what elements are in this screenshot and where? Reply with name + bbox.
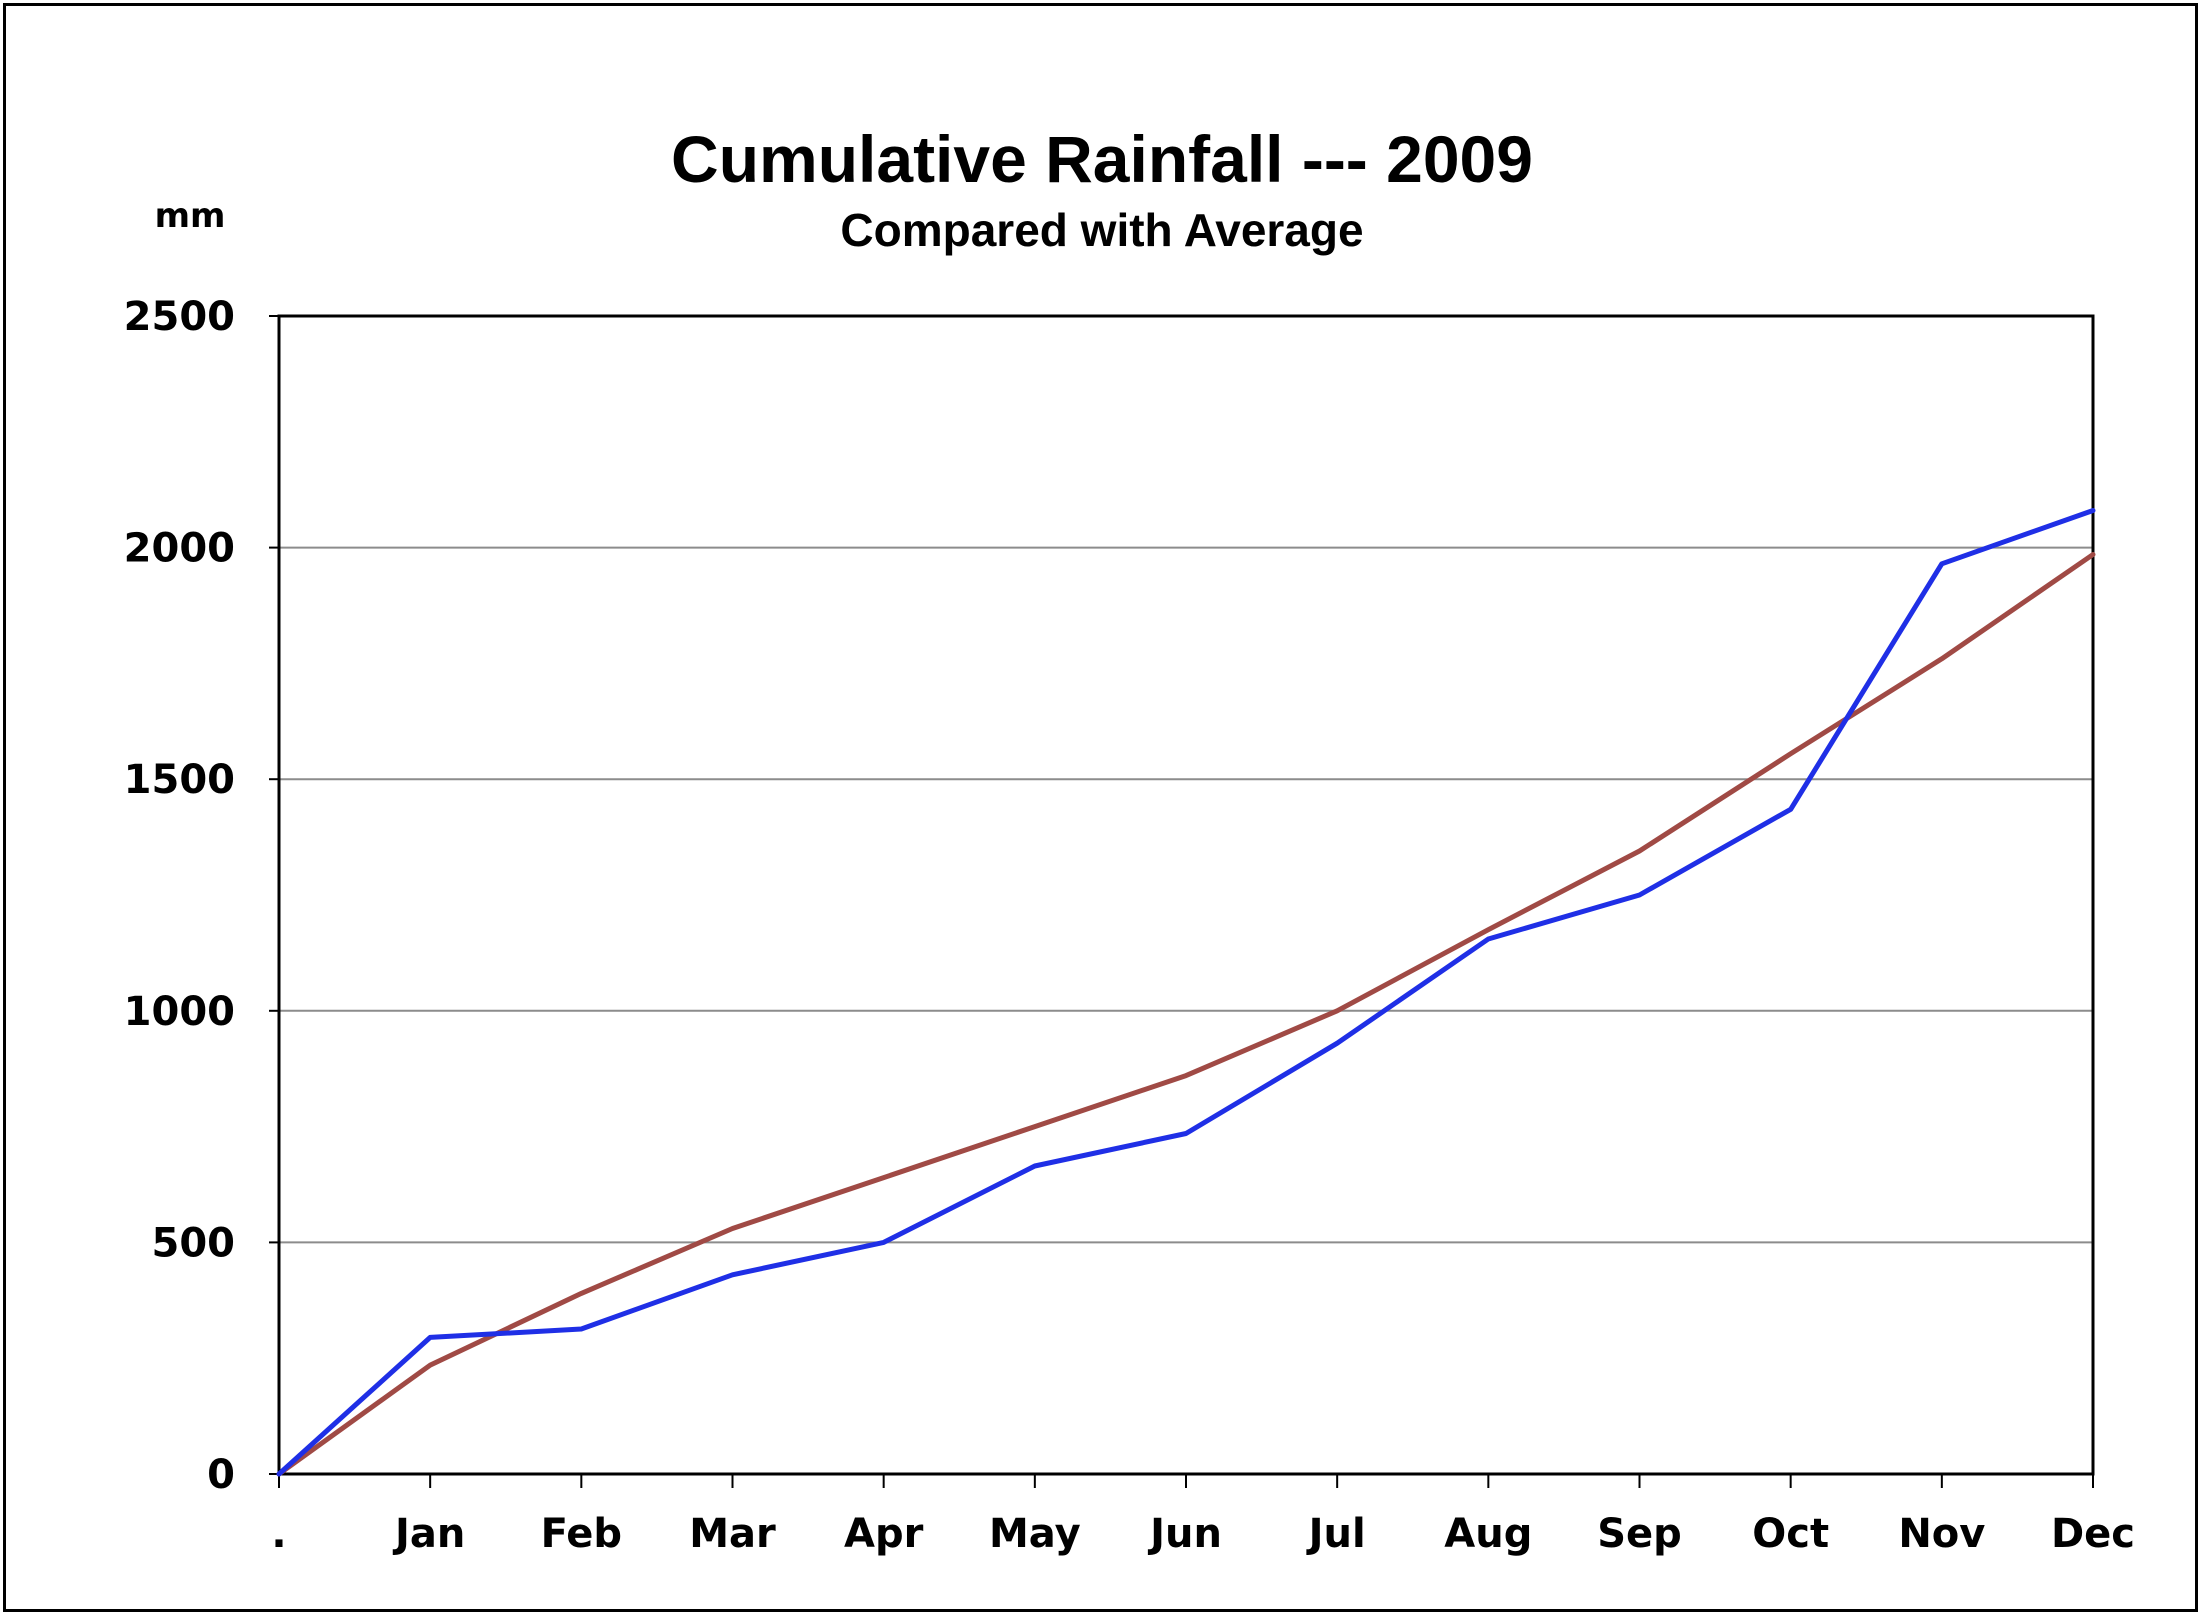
x-tick-label-5: May <box>989 1511 1081 1557</box>
y-tick-label-2000: 2000 <box>124 526 235 572</box>
x-tick-label-7: Jul <box>1306 1511 1366 1557</box>
y-tick-label-2500: 2500 <box>124 294 235 340</box>
y-tick-label-1000: 1000 <box>124 989 235 1035</box>
series-line-1 <box>276 552 2096 1477</box>
x-tick-label-6: Jun <box>1147 1511 1222 1557</box>
y-axis-unit-label: mm <box>155 196 226 236</box>
x-tick-label-2: Feb <box>541 1511 622 1557</box>
x-tick-label-12: Dec <box>2051 1511 2135 1557</box>
x-tick-label-4: Apr <box>844 1511 924 1557</box>
gridlines <box>279 546 2093 1244</box>
y-tick-label-0: 0 <box>207 1452 235 1498</box>
x-tick-label-10: Oct <box>1752 1511 1829 1557</box>
x-tick-label-3: Mar <box>689 1511 776 1557</box>
chart-title: Cumulative Rainfall --- 2009 <box>671 122 1533 196</box>
chart-subtitle: Compared with Average <box>840 204 1363 256</box>
x-tick-label-8: Aug <box>1444 1511 1532 1557</box>
series-line-0 <box>276 508 2096 1477</box>
x-tick-label-11: Nov <box>1898 1511 1985 1557</box>
axes <box>269 314 2095 1488</box>
y-tick-label-1500: 1500 <box>124 757 235 803</box>
tick-labels: 0 500 1000 1500 2000 2500. Jan Feb Mar Apr May Jun J… <box>124 294 2135 1557</box>
x-tick-label-9: Sep <box>1597 1511 1682 1557</box>
series-lines <box>276 508 2096 1477</box>
x-tick-label-1: Jan <box>392 1511 465 1557</box>
plot-area-border <box>277 314 2095 1476</box>
x-tick-label-0: . <box>271 1511 286 1557</box>
chart-frame <box>3 3 2198 1612</box>
y-tick-label-500: 500 <box>152 1220 236 1266</box>
